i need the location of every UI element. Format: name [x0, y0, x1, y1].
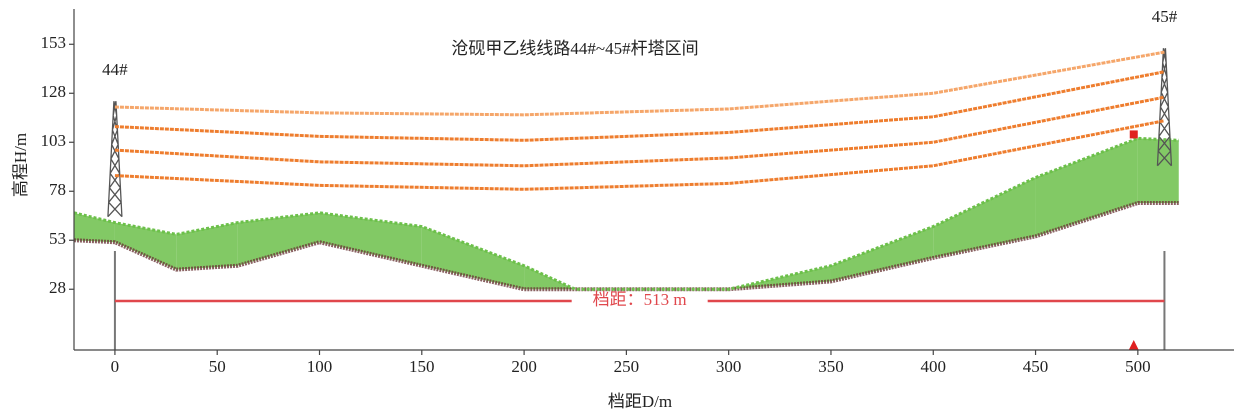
y-tick-label: 78 [49, 180, 66, 199]
y-tick-label: 128 [41, 82, 67, 101]
x-axis-label: 档距D/m [608, 392, 672, 411]
marker [1129, 340, 1139, 350]
x-tick-label: 50 [209, 357, 226, 376]
x-tick-label: 200 [511, 357, 537, 376]
chart: 沧砚甲乙线线路44#~45#杆塔区间 档距D/m 高程H/m 档距：513 m 4… [0, 0, 1243, 416]
chart-title: 沧砚甲乙线线路44#~45#杆塔区间 [451, 39, 698, 58]
x-tick-label: 300 [716, 357, 742, 376]
x-tick-label: 500 [1125, 357, 1151, 376]
span-label: 档距：513 m [593, 290, 687, 309]
y-tick-label: 28 [49, 278, 66, 297]
y-axis-label: 高程H/m [11, 133, 30, 197]
marker [1130, 130, 1138, 138]
y-tick-label: 53 [49, 229, 66, 248]
conductor-line [115, 52, 1165, 115]
vegetation-area [238, 213, 320, 266]
x-tick-label: 450 [1023, 357, 1049, 376]
x-tick-label: 100 [307, 357, 333, 376]
x-tick-label: 400 [921, 357, 947, 376]
vegetation-area [422, 227, 524, 290]
x-tick-label: 350 [818, 357, 844, 376]
tower-label: 45# [1152, 7, 1178, 26]
y-tick-label: 103 [41, 131, 67, 150]
vegetation-area [1036, 138, 1138, 236]
vegetation-area [115, 223, 176, 270]
conductor-line [115, 72, 1165, 141]
conductor-line [115, 97, 1165, 166]
x-tick-label: 150 [409, 357, 435, 376]
y-tick-label: 153 [41, 33, 67, 52]
tower-label: 44# [102, 60, 128, 79]
tower [108, 101, 122, 217]
vegetation-area [933, 178, 1035, 258]
conductor-line [115, 121, 1165, 190]
x-tick-label: 250 [614, 357, 640, 376]
x-tick-label: 0 [111, 357, 120, 376]
vegetation-area [831, 227, 933, 282]
